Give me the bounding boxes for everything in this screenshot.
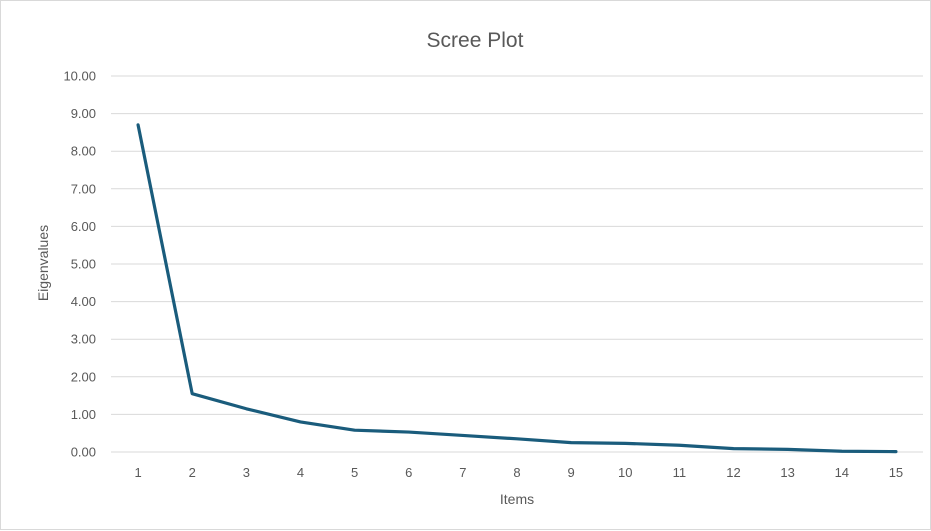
x-tick-label: 3: [243, 465, 250, 480]
x-axis-title: Items: [500, 491, 534, 507]
x-axis-ticks: 1 2 3 4 5 6 7 8 9 10 11 12 13 14 15: [134, 465, 903, 480]
x-tick-label: 10: [618, 465, 632, 480]
y-tick-label: 6.00: [71, 219, 96, 234]
y-tick-label: 1.00: [71, 407, 96, 422]
x-tick-label: 15: [889, 465, 903, 480]
y-axis-ticks: 0.00 1.00 2.00 3.00 4.00 5.00 6.00 7.00 8.00 9.00…: [63, 69, 96, 460]
x-tick-label: 1: [134, 465, 141, 480]
y-tick-label: 8.00: [71, 144, 96, 159]
x-tick-label: 14: [835, 465, 849, 480]
x-tick-label: 2: [189, 465, 196, 480]
y-tick-label: 10.00: [63, 69, 96, 84]
x-tick-label: 9: [568, 465, 575, 480]
chart-title: Scree Plot: [427, 29, 524, 52]
y-tick-label: 9.00: [71, 106, 96, 121]
y-axis-title: Eigenvalues: [35, 225, 51, 301]
y-tick-label: 3.00: [71, 332, 96, 347]
x-tick-label: 5: [351, 465, 358, 480]
x-tick-label: 13: [780, 465, 794, 480]
y-tick-label: 5.00: [71, 257, 96, 272]
x-tick-label: 7: [459, 465, 466, 480]
y-tick-label: 0.00: [71, 445, 96, 460]
y-tick-label: 2.00: [71, 369, 96, 384]
gridlines: [111, 75, 923, 453]
x-tick-label: 12: [726, 465, 740, 480]
y-tick-label: 7.00: [71, 181, 96, 196]
x-tick-label: 11: [673, 465, 687, 480]
x-tick-label: 8: [513, 465, 520, 480]
y-tick-label: 4.00: [71, 294, 96, 309]
eigenvalue-series-line: [136, 123, 898, 454]
series-layer: [136, 123, 898, 454]
x-tick-label: 4: [297, 465, 304, 480]
x-tick-label: 6: [405, 465, 412, 480]
